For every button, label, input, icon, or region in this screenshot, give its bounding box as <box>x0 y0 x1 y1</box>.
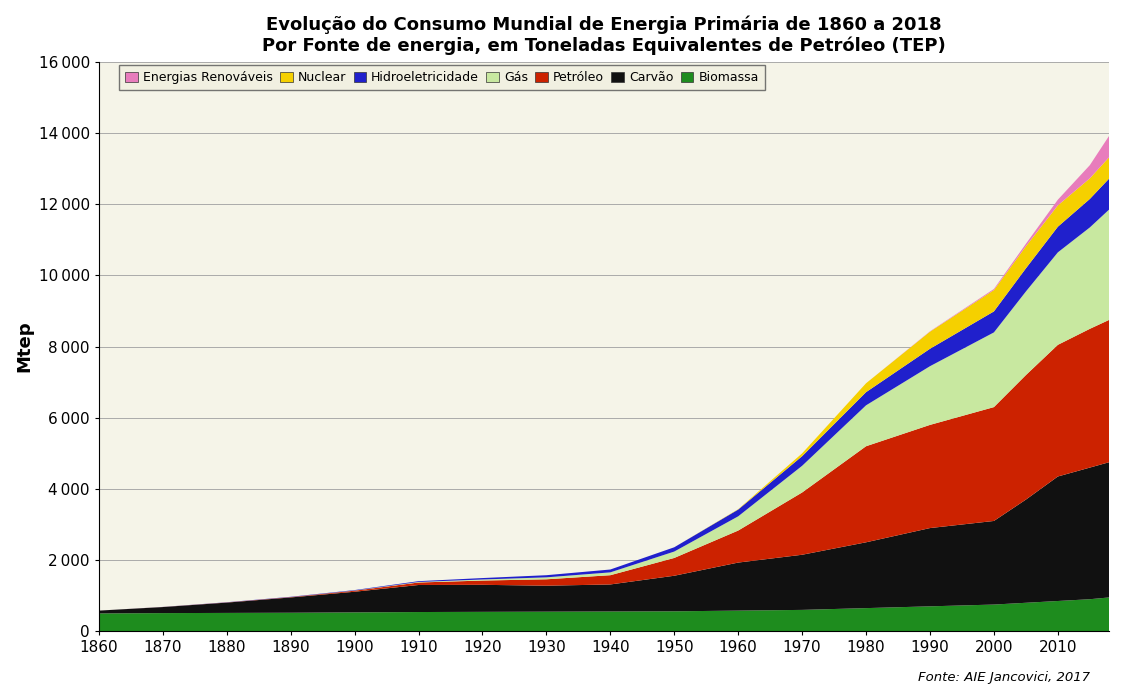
Title: Evolução do Consumo Mundial de Energia Primária de 1860 a 2018
Por Fonte de ener: Evolução do Consumo Mundial de Energia P… <box>262 15 945 55</box>
Text: Fonte: AIE Jancovici, 2017: Fonte: AIE Jancovici, 2017 <box>918 671 1090 684</box>
Y-axis label: Mtep: Mtep <box>15 321 33 372</box>
Legend: Energias Renováveis, Nuclear, Hidroeletricidade, Gás, Petróleo, Carvão, Biomassa: Energias Renováveis, Nuclear, Hidroeletr… <box>119 65 765 91</box>
